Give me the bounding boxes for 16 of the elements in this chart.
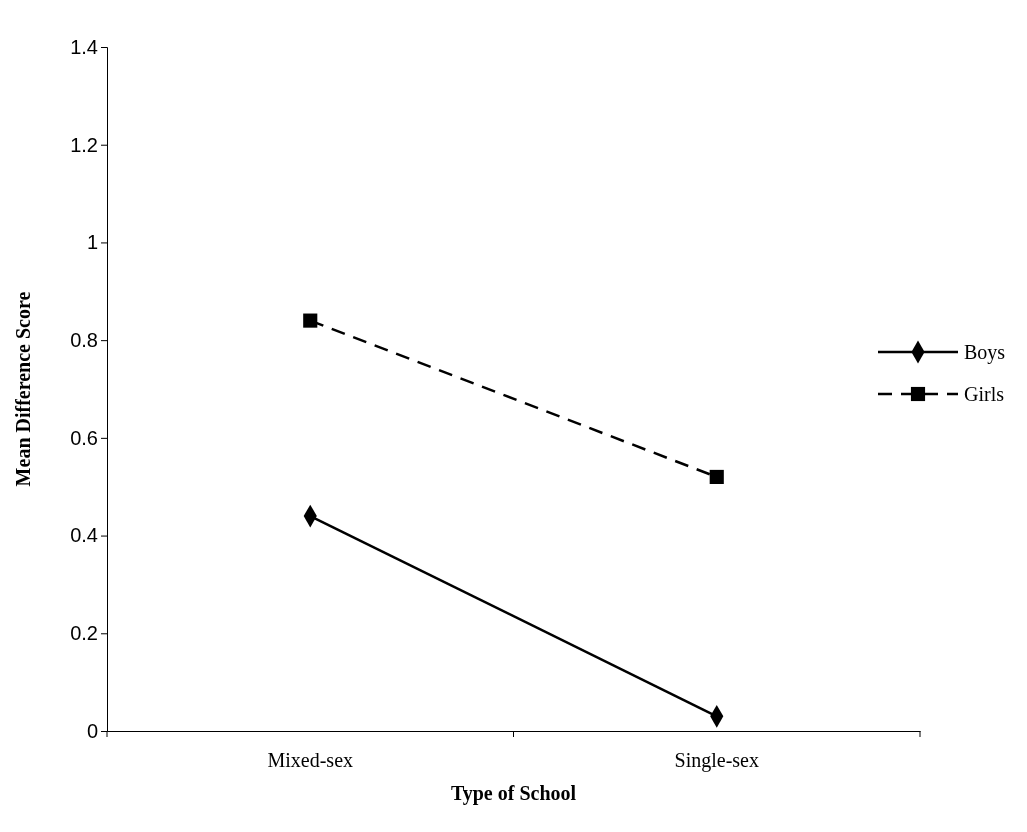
y-tick-label: 0: [86, 719, 98, 742]
y-tick-label: 1.2: [70, 133, 98, 156]
y-tick-label: 1.4: [70, 35, 98, 58]
legend-label: Girls: [964, 383, 1005, 405]
y-tick-label: 0.2: [70, 622, 98, 645]
point: [303, 313, 318, 328]
y-tick-label: 0.6: [70, 426, 98, 449]
y-axis-title: Mean Difference Score: [12, 291, 34, 487]
legend-label: Boys: [964, 341, 1006, 364]
y-tick-label: 0.4: [70, 524, 98, 547]
x-tick-label: Single-sex: [674, 749, 759, 773]
y-tick-label: 1: [86, 231, 98, 254]
x-axis-title: Type of School: [450, 782, 577, 805]
x-tick-label: Mixed-sex: [267, 749, 354, 772]
point: [709, 469, 724, 485]
y-tick-label: 0.8: [70, 329, 98, 352]
